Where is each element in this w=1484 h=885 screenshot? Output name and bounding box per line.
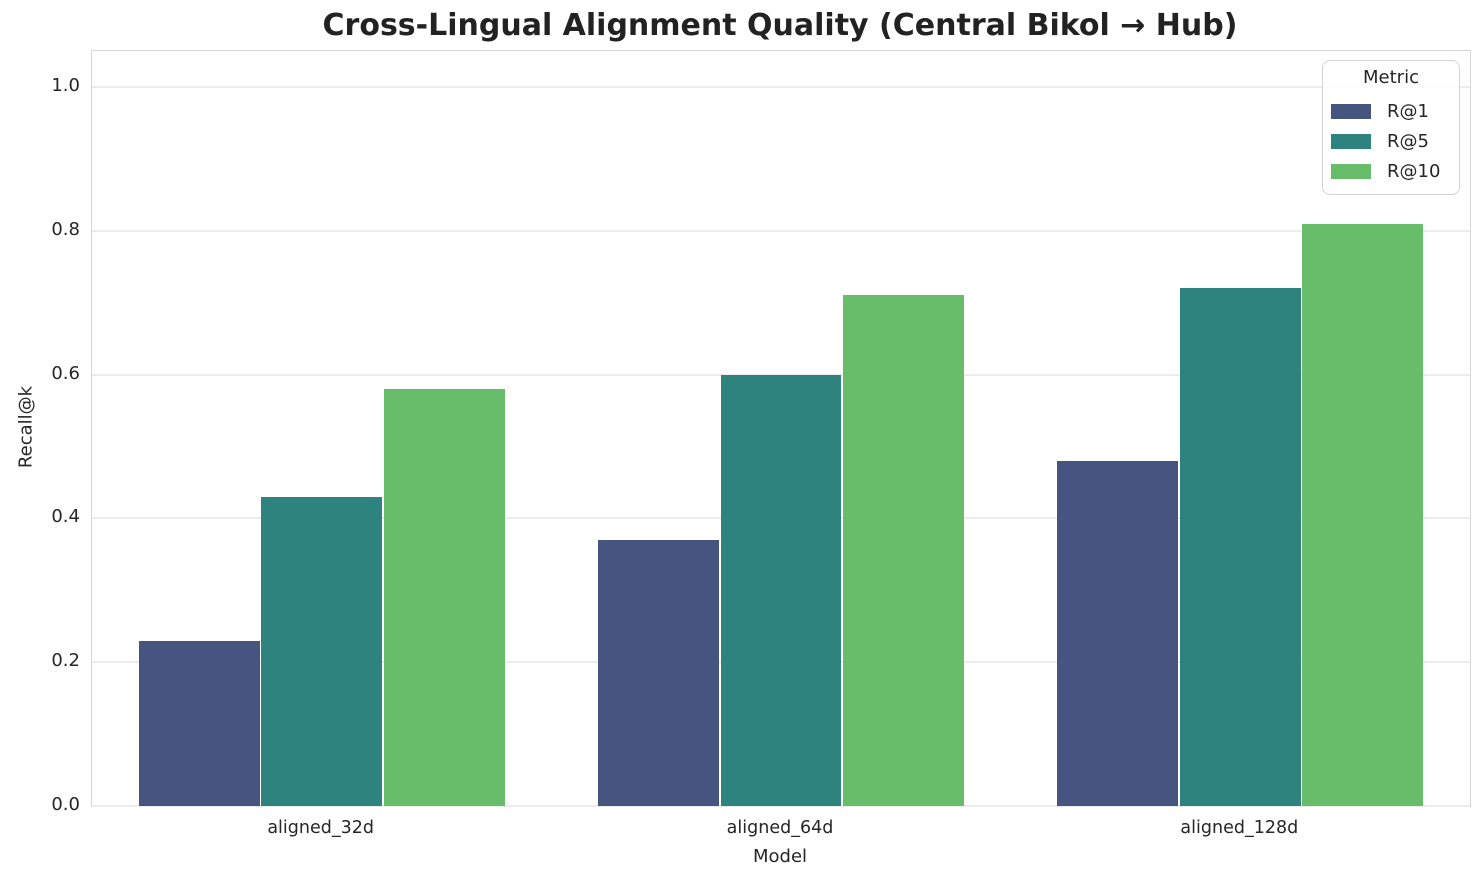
y-tick-label: 0.2 bbox=[51, 650, 80, 672]
legend-item: R@5 bbox=[1331, 126, 1451, 156]
plot-area bbox=[91, 50, 1471, 807]
legend-label: R@10 bbox=[1387, 160, 1441, 182]
gridline bbox=[92, 805, 1470, 807]
x-tick-label: aligned_32d bbox=[267, 818, 374, 838]
bar-aligned_64d-R@5 bbox=[720, 374, 842, 806]
legend: Metric R@1 R@5 R@10 bbox=[1322, 60, 1460, 195]
y-tick-label: 0.4 bbox=[51, 506, 80, 528]
y-tick-label: 1.0 bbox=[51, 74, 80, 96]
legend-swatch bbox=[1331, 163, 1371, 179]
y-tick-label: 0.0 bbox=[51, 794, 80, 815]
y-tick-label: 0.8 bbox=[51, 218, 80, 240]
y-axis-label: Recall@k bbox=[15, 385, 37, 469]
bar-aligned_128d-R@5 bbox=[1179, 288, 1301, 806]
x-tick-label: aligned_128d bbox=[1180, 818, 1299, 838]
legend-entries: R@1 R@5 R@10 bbox=[1331, 96, 1451, 186]
y-tick-label: 0.6 bbox=[51, 362, 80, 384]
bar-aligned_128d-R@10 bbox=[1302, 223, 1424, 806]
legend-label: R@5 bbox=[1387, 130, 1429, 152]
legend-title: Metric bbox=[1363, 67, 1419, 88]
bar-aligned_128d-R@1 bbox=[1057, 460, 1179, 806]
bar-aligned_32d-R@10 bbox=[383, 388, 505, 806]
legend-label: R@1 bbox=[1387, 100, 1429, 122]
x-tick-label: aligned_64d bbox=[726, 818, 834, 838]
legend-item: R@1 bbox=[1331, 96, 1451, 126]
legend-swatch bbox=[1331, 103, 1371, 119]
chart-title: Cross-Lingual Alignment Quality (Central… bbox=[322, 8, 1238, 43]
gridline bbox=[92, 229, 1470, 232]
bar-aligned_64d-R@10 bbox=[842, 295, 964, 806]
x-axis-label: Model bbox=[752, 846, 808, 867]
gridline bbox=[92, 373, 1470, 376]
legend-item: R@10 bbox=[1331, 156, 1451, 186]
bar-aligned_32d-R@1 bbox=[138, 640, 260, 806]
legend-swatch bbox=[1331, 133, 1371, 149]
bar-aligned_32d-R@5 bbox=[261, 496, 383, 806]
bar-aligned_64d-R@1 bbox=[598, 539, 719, 806]
gridline bbox=[92, 85, 1470, 88]
